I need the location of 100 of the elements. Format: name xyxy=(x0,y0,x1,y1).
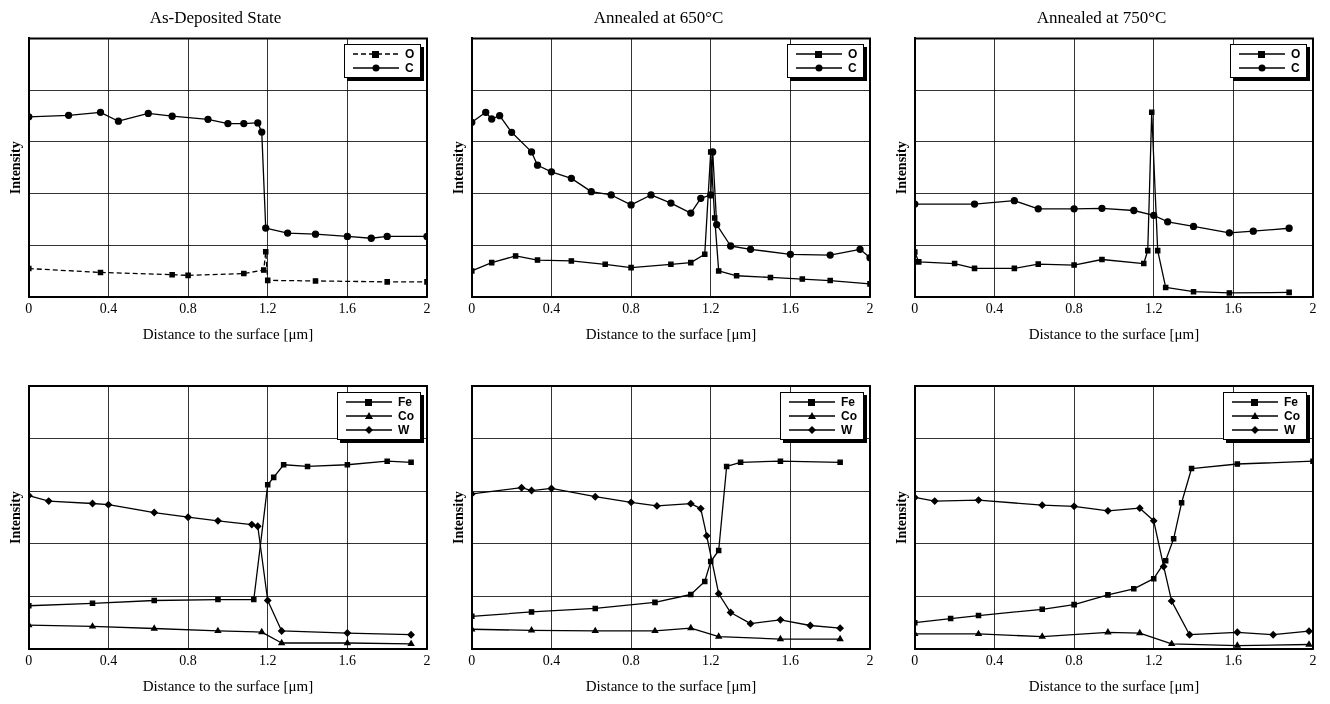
point xyxy=(1070,205,1078,213)
x-tick-label: 0 xyxy=(911,301,919,317)
x-tick-label: 2 xyxy=(1309,653,1317,669)
x-axis-title: Distance to the surface [μm] xyxy=(1028,677,1200,694)
x-tick-label: 0.4 xyxy=(985,301,1004,317)
point xyxy=(1233,628,1241,636)
point xyxy=(587,188,595,196)
point xyxy=(688,591,694,598)
point xyxy=(184,513,192,521)
point xyxy=(251,596,257,603)
point xyxy=(1131,586,1137,592)
point xyxy=(733,272,740,279)
x-tick-label: 0.8 xyxy=(1065,301,1083,317)
point xyxy=(651,627,659,634)
point xyxy=(715,632,722,639)
point xyxy=(837,459,843,466)
legend-label: Co xyxy=(1284,409,1300,423)
point xyxy=(248,520,256,529)
point xyxy=(547,168,556,176)
point xyxy=(517,484,526,492)
x-tick-label: 1.2 xyxy=(258,301,277,317)
point xyxy=(1150,517,1158,525)
point xyxy=(280,462,287,468)
x-tick-label: 1.6 xyxy=(1224,301,1243,317)
y-axis-title: Intensity xyxy=(894,491,910,545)
x-tick-label: 0 xyxy=(25,653,33,669)
point xyxy=(703,532,711,540)
point xyxy=(974,496,983,504)
point xyxy=(726,242,735,250)
point xyxy=(343,232,352,241)
point xyxy=(1167,597,1176,605)
x-axis-title: Distance to the surface [μm] xyxy=(142,677,314,694)
point xyxy=(1098,204,1106,212)
point xyxy=(1185,631,1194,639)
point xyxy=(185,272,191,279)
point xyxy=(383,232,391,241)
point xyxy=(1071,262,1077,268)
point xyxy=(786,250,795,258)
point xyxy=(777,635,784,642)
point xyxy=(1305,627,1313,635)
point xyxy=(264,596,272,605)
x-tick-label: 0.8 xyxy=(622,653,640,669)
legend-label: O xyxy=(1291,47,1301,62)
x-tick-label: 2 xyxy=(866,653,874,669)
point xyxy=(970,200,979,208)
point xyxy=(1189,222,1198,231)
point xyxy=(1305,640,1313,647)
point xyxy=(278,627,286,635)
point xyxy=(482,108,490,116)
point xyxy=(254,119,262,127)
point xyxy=(1164,218,1172,226)
point xyxy=(1286,289,1292,296)
point xyxy=(975,630,982,637)
point xyxy=(726,608,735,617)
point xyxy=(96,108,105,116)
point xyxy=(384,279,390,285)
x-tick-label: 0.4 xyxy=(542,653,561,669)
point xyxy=(528,626,535,633)
point xyxy=(1178,499,1185,506)
chart-title: Annealed at 650°C xyxy=(593,7,724,27)
chart-title: Annealed at 750°C xyxy=(1036,7,1167,27)
x-tick-label: 1.2 xyxy=(701,653,720,669)
point xyxy=(687,500,695,508)
point xyxy=(1104,628,1112,635)
x-axis-title: Distance to the surface [μm] xyxy=(585,677,757,694)
point xyxy=(215,596,221,603)
x-tick-label: 0.8 xyxy=(179,653,197,669)
legend-label: W xyxy=(398,423,410,437)
point xyxy=(254,522,262,530)
point xyxy=(512,253,519,259)
point xyxy=(653,502,661,510)
point xyxy=(1071,601,1077,608)
point xyxy=(240,119,248,128)
point xyxy=(1148,109,1155,116)
point xyxy=(667,199,675,207)
x-tick-label: 1.6 xyxy=(338,653,357,669)
point xyxy=(278,639,285,646)
point xyxy=(628,264,634,271)
legend-label: C xyxy=(848,61,857,76)
point xyxy=(1039,606,1045,613)
point xyxy=(528,609,535,615)
point xyxy=(496,112,504,120)
point xyxy=(1070,502,1078,510)
point xyxy=(591,493,599,501)
point xyxy=(344,639,351,646)
point xyxy=(507,128,516,136)
point xyxy=(169,271,175,278)
point xyxy=(241,270,247,277)
point xyxy=(607,191,615,199)
legend-label: Co xyxy=(398,409,414,423)
point xyxy=(260,267,267,273)
point xyxy=(697,194,705,202)
point xyxy=(168,112,176,120)
y-axis-title: Intensity xyxy=(451,491,467,545)
point xyxy=(1104,507,1112,515)
y-axis-title: Intensity xyxy=(8,141,24,195)
point xyxy=(1105,592,1111,598)
point xyxy=(367,234,375,242)
point xyxy=(311,230,320,238)
point xyxy=(602,261,608,268)
